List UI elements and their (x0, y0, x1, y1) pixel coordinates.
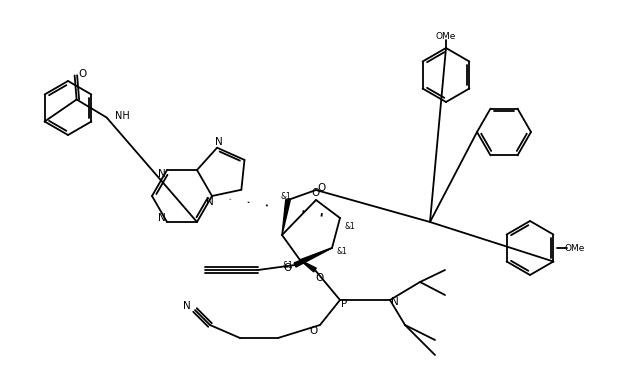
Text: N: N (215, 137, 223, 147)
Text: O: O (283, 263, 291, 273)
Text: OMe: OMe (436, 32, 456, 40)
Text: N: N (158, 169, 166, 179)
Text: O: O (312, 188, 320, 198)
Text: O: O (318, 183, 326, 193)
Text: OMe: OMe (565, 244, 585, 252)
Text: &1: &1 (283, 261, 293, 270)
Text: &1: &1 (281, 191, 292, 200)
Text: N: N (206, 197, 214, 207)
Polygon shape (300, 260, 316, 272)
Text: NH: NH (115, 110, 129, 121)
Polygon shape (294, 248, 332, 267)
Text: P: P (341, 299, 347, 309)
Text: N: N (158, 213, 166, 223)
Text: N: N (391, 297, 399, 307)
Text: &1: &1 (337, 247, 347, 256)
Text: O: O (315, 273, 323, 283)
Text: N: N (183, 301, 191, 311)
Text: O: O (310, 326, 318, 336)
Polygon shape (282, 200, 290, 235)
Text: O: O (78, 68, 87, 79)
Text: &1: &1 (345, 221, 356, 231)
